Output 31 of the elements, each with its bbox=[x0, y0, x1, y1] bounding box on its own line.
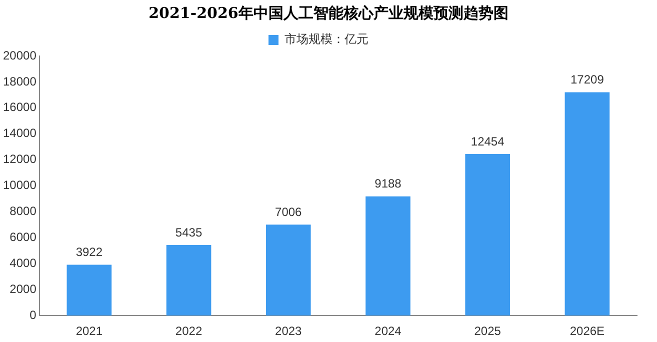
bar bbox=[465, 154, 510, 316]
data-label: 12454 bbox=[470, 134, 505, 148]
y-tick-label: 12000 bbox=[2, 152, 37, 166]
bar bbox=[564, 92, 610, 316]
data-label: 7006 bbox=[275, 204, 302, 219]
x-tick-label: 2025 bbox=[474, 324, 502, 338]
data-label: 17209 bbox=[570, 72, 604, 87]
bar bbox=[366, 196, 410, 316]
x-tick-label: 2026E bbox=[570, 324, 605, 338]
x-tick-label: 2021 bbox=[76, 324, 103, 338]
y-tick-label: 20000 bbox=[2, 48, 37, 62]
y-tick-label: 6000 bbox=[10, 230, 37, 244]
chart-title: 2021-2026年中国人工智能核心产业规模预测趋势图 bbox=[148, 3, 510, 24]
legend-label: 市场规模：亿元 bbox=[284, 32, 368, 46]
y-tick-label: 2000 bbox=[10, 282, 37, 296]
bar bbox=[166, 245, 212, 316]
y-tick-label: 4000 bbox=[10, 256, 37, 270]
data-label: 9188 bbox=[374, 176, 402, 191]
y-tick-label: 14000 bbox=[2, 126, 37, 140]
bar bbox=[66, 264, 112, 316]
y-tick-label: 10000 bbox=[2, 178, 37, 192]
y-tick-label: 8000 bbox=[10, 204, 37, 218]
bar bbox=[266, 224, 311, 316]
y-tick-label: 0 bbox=[30, 308, 37, 322]
x-tick-label: 2022 bbox=[175, 324, 202, 338]
x-tick-label: 2024 bbox=[374, 324, 402, 338]
y-tick-label: 16000 bbox=[2, 100, 37, 114]
x-tick-label: 2023 bbox=[275, 324, 302, 338]
y-tick-label: 18000 bbox=[2, 74, 37, 88]
data-label: 5435 bbox=[175, 225, 202, 240]
data-label: 3922 bbox=[76, 245, 103, 260]
